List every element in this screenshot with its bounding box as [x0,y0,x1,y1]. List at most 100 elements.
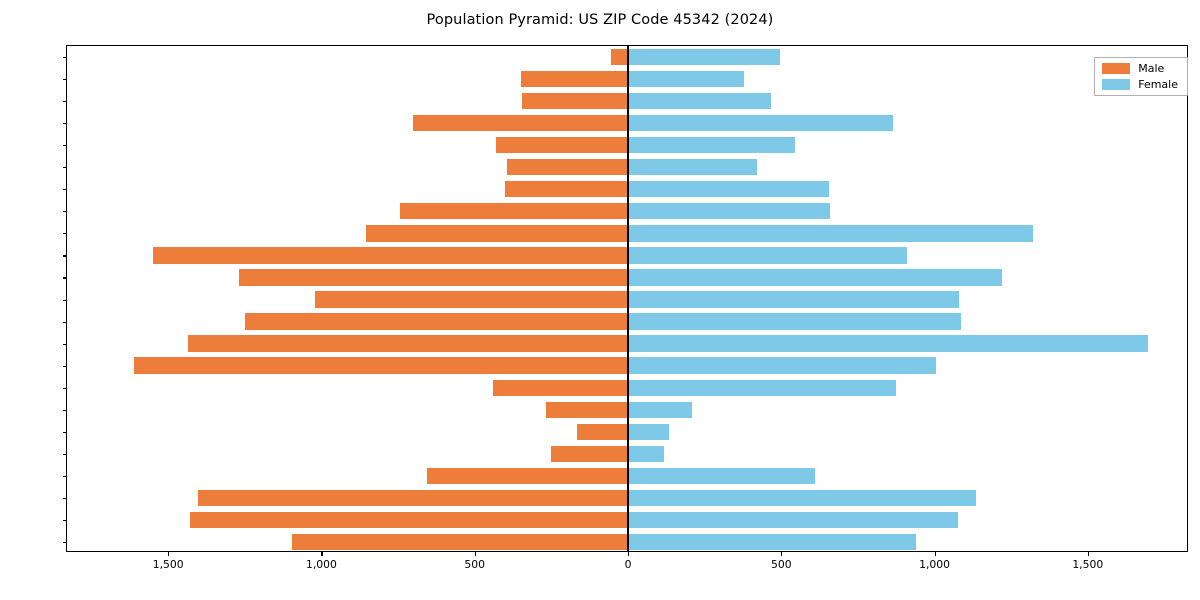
x-axis-tick [934,551,936,556]
bars-container [67,46,1187,551]
bar-female [628,291,960,308]
bar-row [67,247,1187,264]
y-axis-tick [62,255,67,257]
bar-male [520,70,628,88]
bar-male [611,48,628,66]
x-axis-tick [168,551,170,556]
bar-female [628,335,1149,352]
bar-row [67,379,1187,396]
bar-male [577,423,628,440]
bar-row [67,70,1187,88]
bar-male [153,247,628,264]
bar-female [628,70,745,88]
bar-row [67,313,1187,330]
legend-swatch-female [1102,79,1131,90]
y-axis-tick [62,365,67,367]
bar-male [427,467,628,484]
bar-male [197,489,628,507]
bar-female [628,445,665,462]
x-axis-label: 1,500 [1072,558,1104,571]
bar-row [67,357,1187,374]
page-title: Population Pyramid: US ZIP Code 45342 (2… [426,12,774,28]
plot-area: 85+80-8475-7970-7467-6965-6662-6460-6155… [62,45,1188,571]
y-axis-tick [62,519,67,522]
y-axis-tick [62,321,67,323]
bar-female [628,533,917,551]
bar-row [67,291,1187,308]
legend-item-male: Male [1102,63,1178,74]
legend-label-female: Female [1138,78,1178,91]
bar-male [413,114,628,132]
y-axis-tick [62,167,67,169]
y-axis-tick [62,475,67,477]
bar-male [551,445,628,462]
legend-label-male: Male [1138,62,1165,75]
bar-male [399,203,628,220]
bar-row [67,401,1187,418]
y-axis-tick [62,453,67,455]
bar-male [292,533,628,551]
x-axis-tick [1087,551,1089,556]
bar-row [67,92,1187,110]
bar-female [628,114,894,132]
bar-female [628,247,907,264]
bar-male [189,511,628,529]
x-axis-label: 500 [770,558,792,571]
bar-male [522,92,628,110]
bar-female [628,159,757,176]
y-axis-tick [62,101,67,103]
x-axis-tick [628,551,630,556]
bar-row [67,159,1187,176]
bar-female [628,357,937,374]
bar-female [628,269,1002,286]
bar-female [628,225,1033,242]
bar-female [628,48,780,66]
y-axis-tick [62,343,67,345]
bar-male [244,313,628,330]
bar-male [188,335,628,352]
bar-row [67,533,1187,551]
bar-row [67,225,1187,242]
legend-item-female: Female [1102,79,1178,90]
y-axis-tick [62,277,67,279]
y-axis-tick [62,299,67,301]
y-axis-tick [62,189,67,191]
x-axis-tick [321,551,323,556]
bar-male [506,159,628,176]
bar-row [67,489,1187,507]
x-axis-label: 1,500 [152,558,184,571]
x-axis-label: 0 [624,558,632,571]
bar-row [67,423,1187,440]
y-axis-tick [62,431,67,433]
bar-row [67,269,1187,286]
bar-female [628,511,958,529]
y-axis-tick [62,233,67,235]
y-axis-tick [62,145,67,147]
y-axis-tick [62,387,67,389]
bar-male [238,269,628,286]
bar-female [628,423,670,440]
bar-row [67,511,1187,529]
bar-female [628,137,796,154]
bar-female [628,467,815,484]
bar-row [67,137,1187,154]
legend: Male Female [1094,57,1188,96]
x-axis-label: 1,000 [919,558,951,571]
bar-female [628,379,897,396]
legend-swatch-male [1102,63,1131,74]
bar-female [628,181,829,198]
bar-female [628,92,771,110]
y-axis-tick [62,123,67,125]
bar-male [493,379,628,396]
y-axis-tick [62,57,67,59]
bar-male [315,291,628,308]
bar-row [67,114,1187,132]
bar-row [67,48,1187,66]
x-axis-tick [474,551,476,556]
bar-row [67,203,1187,220]
bar-female [628,203,831,220]
bar-male [365,225,628,242]
y-axis-tick [62,409,67,411]
bar-female [628,489,976,507]
